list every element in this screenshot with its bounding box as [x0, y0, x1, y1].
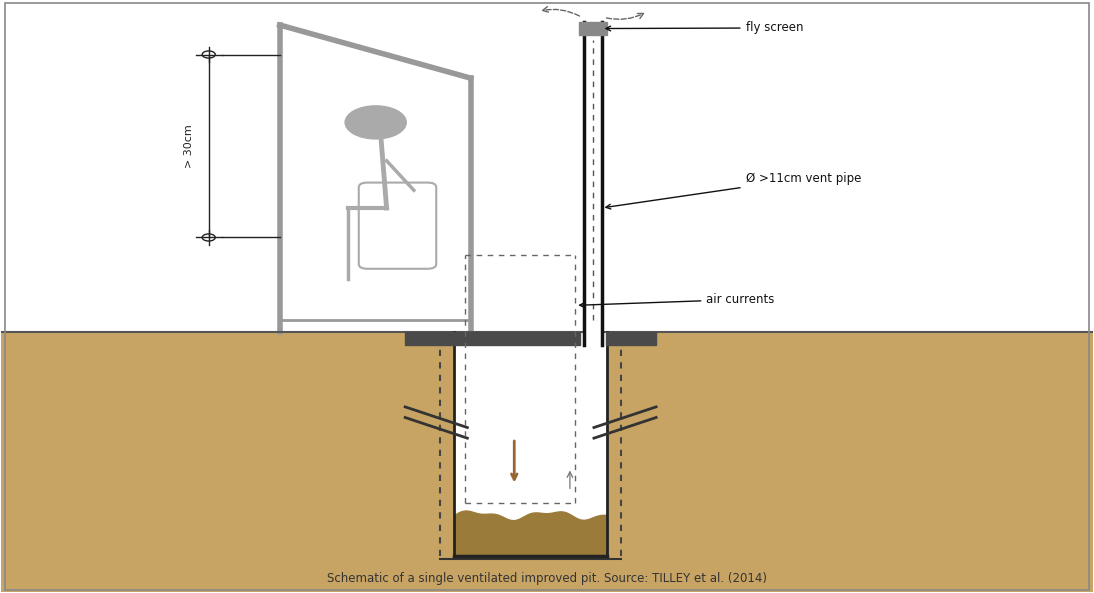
- Bar: [280, 78, 470, 332]
- Bar: [1, 332, 1093, 592]
- Bar: [454, 332, 607, 556]
- Text: Ø >11cm vent pipe: Ø >11cm vent pipe: [606, 172, 861, 209]
- Text: air currents: air currents: [580, 293, 775, 307]
- Bar: [584, 22, 602, 345]
- Text: fly screen: fly screen: [606, 21, 803, 34]
- Circle shape: [345, 106, 406, 139]
- Text: > 30cm: > 30cm: [184, 124, 194, 168]
- FancyBboxPatch shape: [359, 183, 437, 269]
- Bar: [579, 22, 607, 35]
- Text: Schematic of a single ventilated improved pit. Source: TILLEY et al. (2014): Schematic of a single ventilated improve…: [327, 572, 767, 585]
- Bar: [405, 332, 580, 345]
- Bar: [606, 332, 656, 345]
